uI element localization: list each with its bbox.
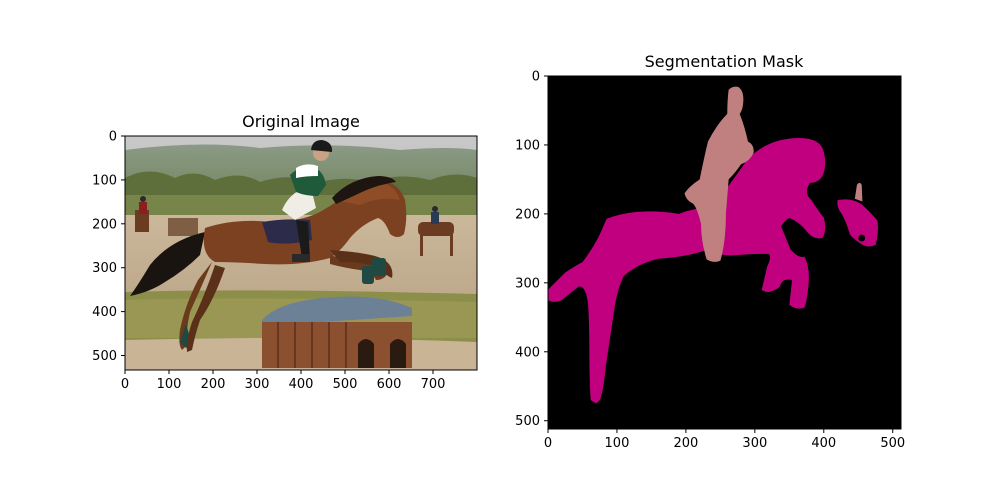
segmentation-mask-xtick-label: 0 [544, 436, 552, 451]
person-mask-region [684, 86, 754, 262]
horse-mask-region [548, 138, 826, 404]
original-image-xtick-label: 400 [289, 377, 314, 392]
segmentation-mask-ytick-label: 500 [515, 414, 540, 429]
original-image-ytick-label: 200 [92, 217, 117, 232]
segmentation-mask-ytick-label: 200 [515, 207, 540, 222]
horse-mask-ear-region [854, 182, 863, 202]
segmentation-mask-ytick-label: 100 [515, 138, 540, 153]
rider [282, 140, 333, 262]
segmentation-mask-xtick-label: 300 [742, 436, 767, 451]
original-image-xtick-label: 600 [377, 377, 402, 392]
original-photo [125, 136, 477, 370]
wooden-jump [262, 296, 412, 368]
original-image-xtick-label: 200 [201, 377, 226, 392]
original-image-ytick-label: 0 [109, 130, 117, 145]
original-image-ticks: 0 100 200 300 400 500 600 700 0 100 200 300 400 500 [92, 130, 445, 393]
segmentation-mask-ytick-label: 0 [532, 70, 540, 85]
segmentation-mask-xtick-label: 500 [880, 436, 905, 451]
original-image-xtick-label: 100 [157, 377, 182, 392]
original-image-xtick-label: 500 [333, 377, 358, 392]
original-image-title: Original Image [242, 112, 360, 131]
original-image-xtick-label: 300 [245, 377, 270, 392]
original-image-ytick-label: 400 [92, 305, 117, 320]
original-image-panel: Original Image [92, 112, 478, 393]
mask-leg-gap [775, 220, 790, 256]
original-image-ytick-label: 300 [92, 261, 117, 276]
segmentation-mask-xtick-label: 400 [811, 436, 836, 451]
original-image-xtick-label: 0 [121, 377, 129, 392]
segmentation-mask-xtick-label: 100 [605, 436, 630, 451]
mask-hole [858, 234, 866, 242]
segmentation-mask-xtick-label: 200 [673, 436, 698, 451]
original-image-ytick-label: 500 [92, 349, 117, 364]
segmentation-mask-ticks: 0 100 200 300 400 500 0 100 200 300 400 500 [515, 70, 905, 452]
segmentation-mask-panel: Segmentation Mask 0 100 200 300 400 500 0 100 20… [515, 52, 905, 451]
original-image-ytick-label: 100 [92, 173, 117, 188]
horse-mask-head-region [837, 199, 878, 247]
segmentation-mask-frame [547, 75, 902, 430]
original-image-xtick-label: 700 [421, 377, 446, 392]
mask-inner-gap [734, 208, 760, 232]
segmentation-mask-title: Segmentation Mask [645, 52, 804, 71]
segmentation-mask-ytick-label: 400 [515, 345, 540, 360]
segmentation-mask-ytick-label: 300 [515, 276, 540, 291]
